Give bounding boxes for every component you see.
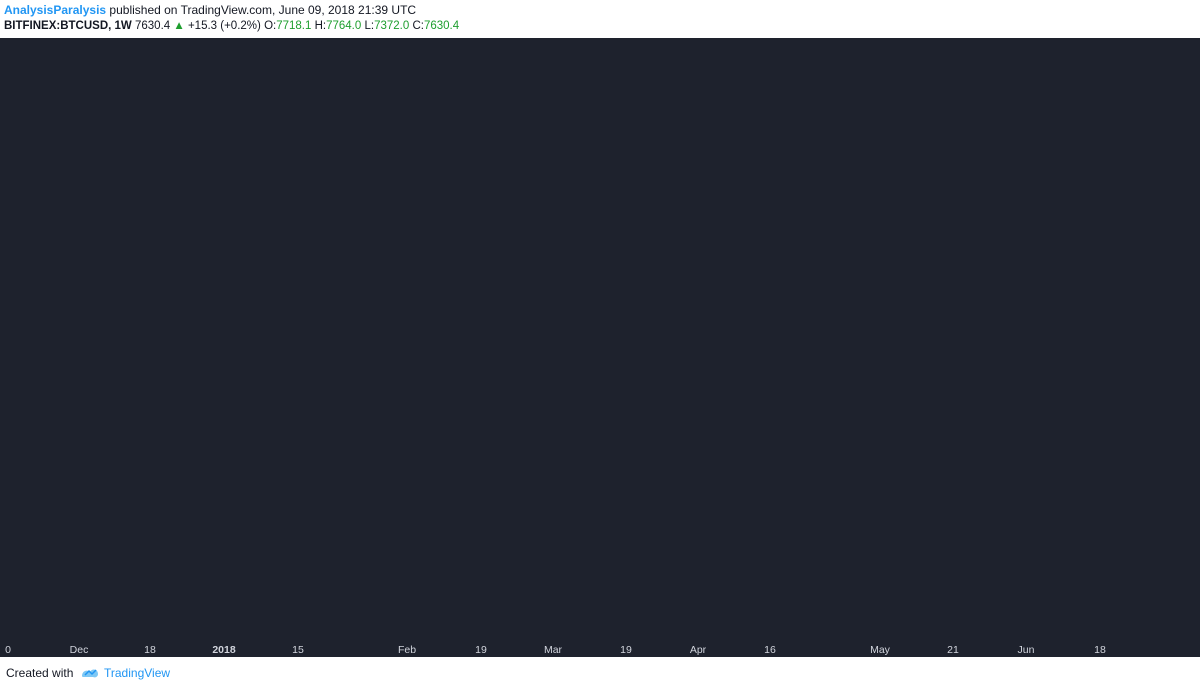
tradingview-brand-link[interactable]: TradingView bbox=[104, 666, 171, 680]
time-tick-label: May bbox=[870, 644, 891, 656]
symbol-info: BITFINEX:BTCUSD, 1W 7630.4 ▲ +15.3 (+0.2… bbox=[4, 20, 459, 32]
close-value: 7630.4 bbox=[423, 20, 460, 32]
time-tick-label: 18 bbox=[1094, 644, 1106, 656]
time-tick-label: 2018 bbox=[212, 644, 236, 656]
high-value: 7764.0 bbox=[326, 20, 362, 32]
time-tick-label: Apr bbox=[690, 644, 707, 656]
last-price: 7630.4 bbox=[134, 20, 171, 32]
time-axis bbox=[0, 635, 1200, 657]
time-tick-label: 18 bbox=[144, 644, 156, 656]
time-tick-label: Mar bbox=[544, 644, 563, 656]
close-label: C: bbox=[412, 20, 424, 32]
open-label: O: bbox=[264, 20, 277, 32]
time-tick-label: 19 bbox=[475, 644, 487, 656]
open-value: 7718.1 bbox=[276, 20, 312, 32]
low-label: L: bbox=[364, 20, 375, 32]
chart-header: AnalysisParalysis published on TradingVi… bbox=[0, 0, 1200, 36]
time-tick-label: 16 bbox=[764, 644, 776, 656]
high-label: H: bbox=[314, 20, 327, 32]
chart-area[interactable]: 21000.019000.017000.016000.015000.013800… bbox=[0, 38, 1200, 657]
tradingview-logo-icon bbox=[80, 665, 100, 684]
time-tick-label: 21 bbox=[947, 644, 959, 656]
created-with-label: Created with bbox=[6, 666, 74, 680]
price-axis bbox=[1143, 38, 1200, 657]
time-tick-label: 0 bbox=[5, 644, 11, 656]
symbol-label: BITFINEX:BTCUSD, 1W bbox=[4, 20, 132, 32]
price-change: +15.3 (+0.2%) bbox=[187, 20, 261, 32]
time-tick-label: Dec bbox=[70, 644, 89, 656]
time-tick-label: 15 bbox=[292, 644, 304, 656]
footer: Created with TradingView bbox=[0, 657, 1200, 689]
low-value: 7372.0 bbox=[374, 20, 410, 32]
chart-background bbox=[0, 38, 1200, 657]
time-tick-label: 19 bbox=[620, 644, 632, 656]
up-arrow-icon: ▲ bbox=[173, 20, 185, 32]
publish-info: AnalysisParalysis published on TradingVi… bbox=[4, 3, 416, 17]
time-tick-label: Feb bbox=[398, 644, 416, 656]
time-tick-label: Jun bbox=[1018, 644, 1035, 656]
candlestick-chart[interactable]: 21000.019000.017000.016000.015000.013800… bbox=[0, 38, 1200, 657]
author-link[interactable]: AnalysisParalysis bbox=[4, 3, 107, 17]
published-text: published on TradingView.com, June 09, 2… bbox=[109, 3, 417, 17]
